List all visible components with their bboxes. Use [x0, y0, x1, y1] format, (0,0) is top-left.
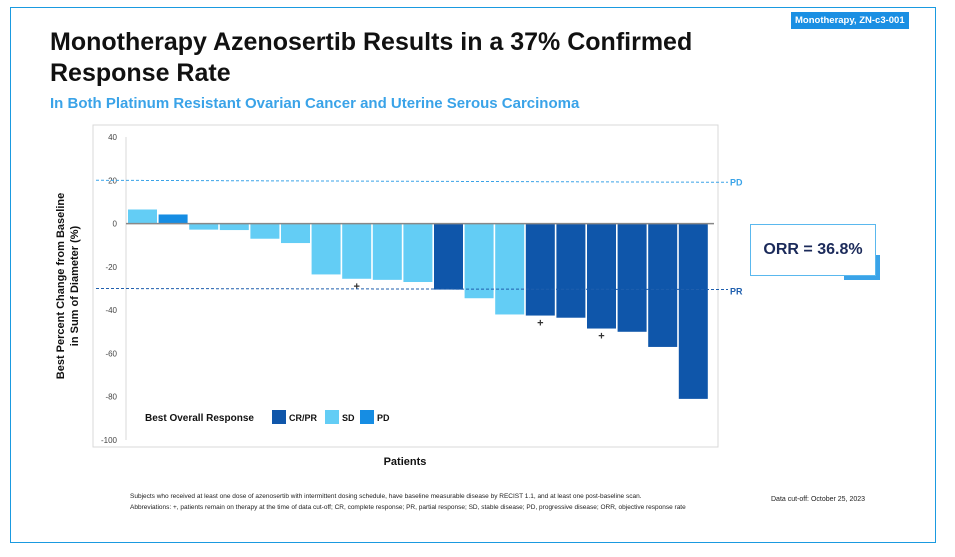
on-therapy-marker: +	[537, 318, 543, 330]
bar-sd	[495, 223, 525, 315]
reference-label-pd: PD	[730, 177, 743, 187]
footnote-subjects: Subjects who received at least one dose …	[130, 493, 642, 500]
study-badge: Monotherapy, ZN-c3-001	[791, 12, 909, 29]
bar-cr-pr	[556, 223, 586, 318]
y-tick-label: -20	[105, 263, 117, 272]
bar-sd	[250, 223, 280, 239]
bar-cr-pr	[525, 223, 555, 316]
bar-sd	[464, 223, 494, 299]
y-tick-label: 40	[108, 133, 117, 142]
footnote-abbreviations: Abbreviations: +, patients remain on the…	[130, 504, 686, 511]
bar-cr-pr	[648, 223, 678, 347]
y-tick-label: -60	[105, 349, 117, 358]
legend-label: CR/PR	[289, 413, 318, 423]
legend-swatch-pd	[360, 410, 374, 424]
plot-area	[92, 124, 719, 448]
x-axis-label: Patients	[384, 456, 427, 468]
footnotes: Subjects who received at least one dose …	[130, 491, 686, 513]
bar-sd	[189, 223, 219, 230]
y-axis-label: Best Percent Change from Baseline in Sum …	[55, 193, 81, 379]
y-tick-label: -80	[105, 393, 117, 402]
y-tick-label: 0	[113, 220, 118, 229]
legend-label: PD	[377, 413, 390, 423]
reference-label-pr: PR	[730, 287, 743, 297]
y-tick-label: -40	[105, 306, 117, 315]
legend-swatch-cr-pr	[272, 410, 286, 424]
legend-swatch-sd	[325, 410, 339, 424]
data-cutoff: Data cut-off: October 25, 2023	[771, 496, 866, 503]
bar-sd	[372, 223, 402, 280]
bar-cr-pr	[587, 223, 616, 329]
reference-line-pd	[95, 179, 729, 183]
reference-line-pr	[95, 288, 729, 290]
legend-label: SD	[342, 413, 355, 423]
page-subtitle: In Both Platinum Resistant Ovarian Cance…	[50, 95, 580, 112]
y-tick-label: -100	[101, 436, 118, 445]
bar-sd	[311, 223, 341, 275]
on-therapy-marker: +	[353, 281, 359, 293]
bar-sd	[128, 209, 157, 224]
bar-cr-pr	[617, 223, 647, 332]
bar-sd	[281, 223, 310, 244]
orr-box: ORR = 36.8%	[750, 224, 876, 276]
bar-sd	[219, 223, 249, 231]
bar-sd	[342, 223, 372, 279]
orr-value: ORR = 36.8%	[763, 241, 863, 258]
on-therapy-marker: +	[598, 331, 604, 343]
legend-title: Best Overall Response	[145, 413, 254, 424]
bar-pd	[158, 214, 188, 224]
slide-frame	[10, 7, 936, 543]
page-title: Monotherapy Azenosertib Results in a 37%…	[50, 28, 693, 87]
bar-cr-pr	[678, 223, 708, 399]
bar-sd	[403, 223, 433, 283]
bar-cr-pr	[434, 223, 463, 290]
